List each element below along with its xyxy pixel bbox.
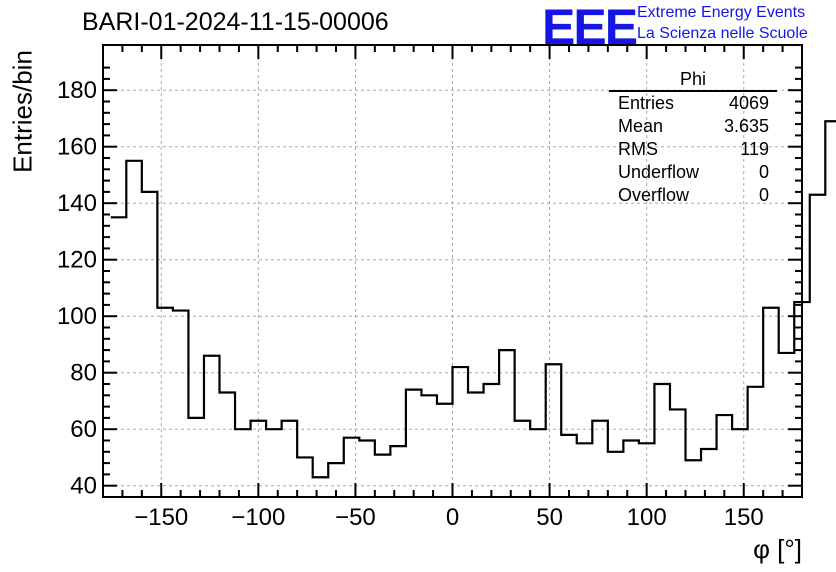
stats-value: 3.635 xyxy=(723,116,769,136)
x-tick-label: 150 xyxy=(724,504,764,531)
chart-title: BARI-01-2024-11-15-00006 xyxy=(82,8,389,36)
eee-logo: EEE xyxy=(542,0,638,55)
y-tick-label: 60 xyxy=(70,416,97,443)
y-tick-label: 160 xyxy=(57,134,97,161)
stats-box: Phi Entries 4069 Mean 3.635 RMS 119 Unde… xyxy=(609,68,777,207)
stats-label: Entries xyxy=(618,93,675,113)
y-tick-label: 140 xyxy=(57,190,97,217)
stats-label: Underflow xyxy=(618,162,700,182)
histogram-step-line xyxy=(110,120,836,479)
x-tick-label: 50 xyxy=(536,504,563,531)
axis-ticks xyxy=(103,45,802,497)
x-tick-label: 0 xyxy=(446,504,459,531)
axis-tick-labels: −150 −100 −50 0 50 100 150 40 60 80 100 120 140 160 18… xyxy=(57,77,764,531)
logo-line-2: La Scienza nelle Scuole xyxy=(637,25,808,42)
stats-label: Mean xyxy=(618,116,664,136)
stats-value: 0 xyxy=(758,162,769,182)
x-tick-label: 100 xyxy=(627,504,667,531)
stats-value: 0 xyxy=(758,185,769,205)
stats-value: 119 xyxy=(740,139,769,159)
x-tick-label: −100 xyxy=(231,504,285,531)
stats-row-mean: Mean 3.635 xyxy=(609,115,777,138)
y-tick-label: 180 xyxy=(57,77,97,104)
y-axis-label: Entries/bin xyxy=(7,50,38,173)
y-tick-label: 100 xyxy=(57,303,97,330)
stats-label: RMS xyxy=(618,139,658,159)
stats-title: Phi xyxy=(609,68,777,92)
stats-row-underflow: Underflow 0 xyxy=(609,161,777,184)
stats-row-rms: RMS 119 xyxy=(609,138,777,161)
stats-row-entries: Entries 4069 xyxy=(609,92,777,115)
logo-line-1: Extreme Energy Events xyxy=(637,4,806,21)
stats-label: Overflow xyxy=(618,185,690,205)
stats-value: 4069 xyxy=(728,93,769,113)
x-tick-label: −50 xyxy=(335,504,376,531)
y-tick-label: 80 xyxy=(70,360,97,387)
y-tick-label: 40 xyxy=(70,473,97,500)
x-axis-label: φ [°] xyxy=(753,534,802,564)
histogram-series xyxy=(110,120,836,479)
y-tick-label: 120 xyxy=(57,247,97,274)
stats-row-overflow: Overflow 0 xyxy=(609,184,777,207)
x-tick-label: −150 xyxy=(134,504,188,531)
